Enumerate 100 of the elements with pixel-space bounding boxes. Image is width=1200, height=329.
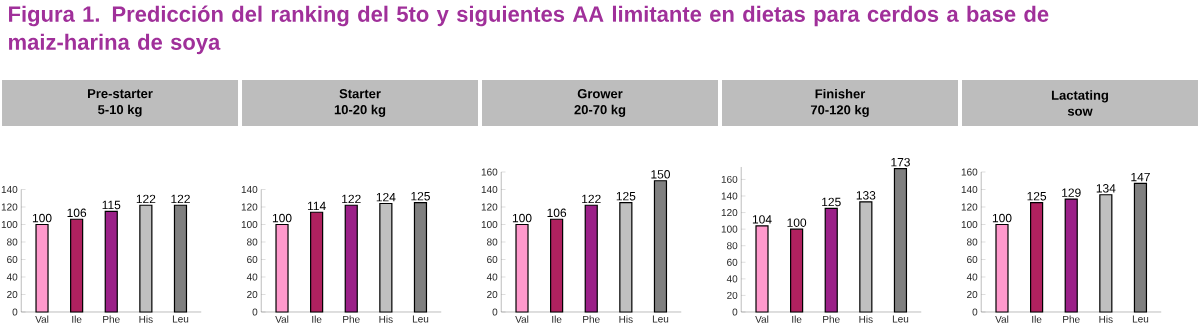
data-label: 134 xyxy=(1096,184,1116,193)
data-label: 125 xyxy=(616,191,636,201)
data-label: 115 xyxy=(102,200,121,210)
data-label: 100 xyxy=(32,213,52,223)
bar xyxy=(379,202,393,313)
bar xyxy=(139,204,153,313)
data-label: 125 xyxy=(411,191,430,201)
data-label: 122 xyxy=(582,194,601,204)
y-tick-label: 40 xyxy=(726,275,738,283)
x-tick-label: His xyxy=(859,315,873,323)
y-tick-label: 40 xyxy=(486,273,498,281)
y-tick-label: 160 xyxy=(481,168,498,176)
data-label: 147 xyxy=(1131,172,1150,182)
x-tick-label: Val xyxy=(755,315,769,323)
y-tick-label: 40 xyxy=(966,273,978,281)
x-tick-label: Leu xyxy=(652,315,669,323)
y-tick-label: 100 xyxy=(241,220,258,229)
bar xyxy=(275,223,289,313)
x-tick-label: Phe xyxy=(583,315,600,323)
y-tick-label: 120 xyxy=(721,209,738,217)
bar xyxy=(893,168,908,313)
y-tick-label: 120 xyxy=(241,203,258,211)
y-tick-label: 120 xyxy=(961,203,978,211)
y-tick-label: 80 xyxy=(247,238,258,246)
y-tick-label: 140 xyxy=(1,185,18,194)
data-label: 122 xyxy=(171,194,190,204)
data-label: 173 xyxy=(891,157,910,167)
y-tick-label: 140 xyxy=(961,185,978,194)
bar xyxy=(995,223,1009,313)
x-tick-label: Phe xyxy=(103,315,120,323)
x-tick-label: Leu xyxy=(412,315,429,323)
x-tick-label: His xyxy=(379,315,393,323)
bar xyxy=(619,202,633,313)
y-tick-label: 40 xyxy=(246,273,258,281)
chart-subtitle: 20-70 kg xyxy=(574,104,626,117)
chart-title: Grower xyxy=(577,89,623,99)
bar xyxy=(859,201,873,313)
data-label: 104 xyxy=(752,215,772,224)
chart-subtitle: 5-10 kg xyxy=(98,104,142,117)
data-label: 125 xyxy=(1027,191,1047,201)
data-label: 125 xyxy=(822,197,841,207)
x-tick-label: Val xyxy=(515,315,529,323)
bar xyxy=(824,207,838,313)
data-label: 122 xyxy=(136,194,156,204)
bar xyxy=(755,225,769,313)
y-tick-label: 60 xyxy=(727,258,738,266)
y-tick-label: 80 xyxy=(487,238,498,246)
data-label: 100 xyxy=(787,218,807,227)
y-tick-label: 140 xyxy=(721,192,738,200)
x-tick-label: Phe xyxy=(823,315,840,323)
y-tick-label: 20 xyxy=(7,290,18,299)
data-label: 114 xyxy=(307,201,326,211)
chart-subtitle: sow xyxy=(1067,108,1093,116)
y-tick-label: 140 xyxy=(241,185,258,194)
y-tick-label: 60 xyxy=(487,255,498,264)
chart-title: Pre-starter xyxy=(88,89,153,99)
data-label: 133 xyxy=(856,191,876,200)
x-tick-label: Ile xyxy=(792,315,802,323)
y-tick-label: 60 xyxy=(967,255,978,264)
x-tick-label: Val xyxy=(995,315,1009,323)
x-tick-label: Leu xyxy=(1132,315,1149,323)
x-tick-label: His xyxy=(139,315,153,323)
x-tick-label: Ile xyxy=(72,315,82,323)
y-tick-label: 20 xyxy=(487,290,498,299)
text: Figura 1. Predicción del ranking del 5to y siguientes AA limitante en dietas para cerdos a base de maiz-harina de soya xyxy=(9,5,1049,55)
y-tick-label: 0 xyxy=(12,308,18,316)
y-tick-label: 160 xyxy=(721,175,738,183)
y-tick-label: 0 xyxy=(732,308,738,316)
x-tick-label: Leu xyxy=(892,315,909,323)
data-label: 100 xyxy=(272,213,292,223)
y-tick-label: 100 xyxy=(481,220,498,229)
y-tick-label: 60 xyxy=(247,255,258,264)
data-label: 122 xyxy=(342,194,361,204)
x-tick-label: Phe xyxy=(1063,315,1080,323)
y-tick-label: 100 xyxy=(961,220,978,229)
data-label: 106 xyxy=(547,208,567,218)
data-label: 100 xyxy=(512,213,532,223)
bar xyxy=(344,204,358,313)
y-tick-label: 60 xyxy=(7,255,18,264)
y-tick-label: 120 xyxy=(481,203,498,211)
y-tick-label: 80 xyxy=(967,238,978,246)
bar xyxy=(790,228,804,313)
y-tick-label: 40 xyxy=(6,273,18,281)
data-label: 100 xyxy=(992,213,1012,223)
y-tick-label: 80 xyxy=(7,238,18,246)
chart-subtitle: 10-20 kg xyxy=(334,104,386,117)
bar xyxy=(550,218,564,313)
bar xyxy=(310,211,324,313)
bar xyxy=(1030,202,1044,313)
y-tick-label: 20 xyxy=(727,291,738,299)
y-tick-label: 0 xyxy=(972,308,978,316)
bar xyxy=(70,218,84,313)
chart-title: Finisher xyxy=(815,88,866,99)
bar xyxy=(173,204,188,313)
x-tick-label: Ile xyxy=(552,315,562,323)
bar xyxy=(35,223,49,313)
y-tick-label: 0 xyxy=(492,308,498,316)
bar xyxy=(584,204,598,313)
bar xyxy=(653,180,668,313)
x-tick-label: Val xyxy=(275,315,289,323)
